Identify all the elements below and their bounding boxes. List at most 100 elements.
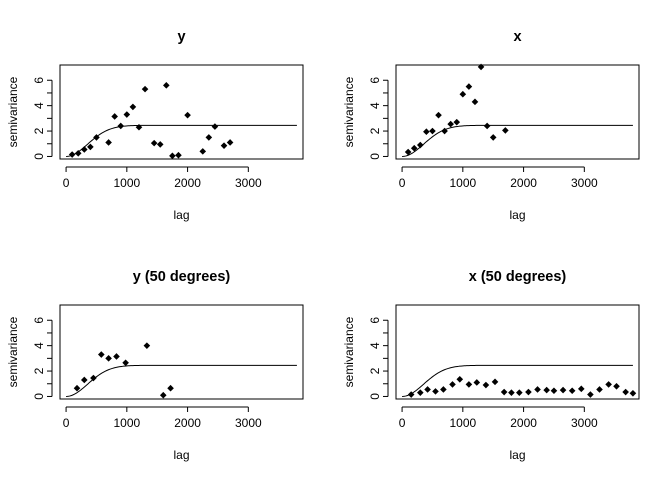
plot-frame: [59, 64, 304, 160]
data-point: [605, 381, 612, 388]
data-point: [211, 123, 219, 130]
x-tick-label: 1000: [449, 416, 476, 430]
data-point: [568, 387, 576, 395]
x-tick-label: 3000: [571, 176, 598, 190]
y-tick-label: 0: [368, 393, 382, 400]
data-point: [577, 385, 585, 393]
data-point: [90, 374, 97, 382]
x-axis-label: lag: [173, 208, 189, 222]
data-point: [417, 141, 424, 149]
data-point: [482, 381, 490, 389]
y-tick-label: 2: [32, 367, 46, 374]
data-point: [502, 127, 509, 134]
x-tick-label: 2000: [174, 416, 201, 430]
data-point: [68, 151, 76, 158]
data-point: [465, 83, 473, 90]
data-point: [483, 122, 491, 130]
data-point: [465, 381, 473, 388]
data-point: [525, 388, 532, 396]
data-point: [167, 384, 174, 392]
data-point: [105, 139, 112, 146]
data-point: [473, 379, 481, 386]
data-point: [226, 139, 234, 146]
data-point: [404, 148, 412, 156]
model-curve: [402, 364, 633, 397]
x-tick-label: 0: [399, 176, 406, 190]
data-point: [456, 376, 464, 383]
data-point: [417, 389, 424, 396]
plot-frame: [59, 304, 304, 400]
y-tick-label: 6: [368, 317, 382, 324]
y-tick-label: 0: [368, 153, 382, 160]
data-point: [477, 63, 485, 71]
data-point: [123, 111, 131, 118]
y-axis-label: semivariance: [342, 76, 356, 147]
data-point: [543, 386, 550, 394]
data-point: [613, 382, 620, 390]
data-point: [596, 386, 603, 393]
data-point: [622, 388, 629, 396]
data-point: [74, 149, 82, 157]
chart-panel-2: x 0 1000 2000 3000 0 2 4 6 lag semivariance: [342, 29, 640, 222]
data-point: [559, 386, 567, 394]
chart-panel-3: y (50 degrees) 0 1000 2000 3000 0 2 4 6 lag semiva…: [6, 269, 304, 462]
chart-title: x: [513, 29, 521, 45]
data-point: [550, 387, 558, 395]
data-point: [629, 389, 637, 397]
data-point: [73, 384, 81, 392]
data-point: [199, 148, 207, 155]
x-tick-label: 0: [63, 416, 70, 430]
x-tick-label: 3000: [235, 176, 262, 190]
y-tick-label: 6: [32, 77, 46, 84]
model-curve: [66, 124, 297, 157]
data-point: [432, 388, 439, 395]
data-point: [122, 359, 129, 367]
data-point: [205, 134, 213, 141]
chart-title: y (50 degrees): [133, 269, 231, 285]
data-point: [135, 123, 143, 131]
data-point: [441, 127, 448, 135]
y-tick-label: 4: [32, 342, 46, 349]
data-point: [163, 82, 170, 89]
x-tick-label: 0: [63, 176, 70, 190]
data-point: [184, 111, 191, 119]
data-point: [500, 388, 508, 396]
chart-panel-1: y 0 1000 2000 3000 0 2 4 6 lag semivariance: [6, 29, 304, 222]
chart-title: y: [177, 29, 185, 45]
x-tick-label: 2000: [510, 176, 537, 190]
y-tick-label: 6: [32, 317, 46, 324]
x-tick-label: 0: [399, 416, 406, 430]
data-point: [435, 111, 442, 119]
data-point: [175, 151, 182, 159]
data-point: [98, 351, 105, 358]
data-point: [491, 378, 499, 386]
data-point: [489, 134, 497, 141]
data-point: [141, 85, 149, 93]
x-tick-label: 1000: [113, 176, 140, 190]
y-tick-label: 0: [32, 153, 46, 160]
model-curve: [402, 124, 633, 157]
data-point: [87, 143, 94, 151]
y-tick-label: 2: [368, 127, 382, 134]
data-point: [410, 144, 418, 152]
x-tick-label: 2000: [510, 416, 537, 430]
x-tick-label: 1000: [449, 176, 476, 190]
x-tick-label: 3000: [235, 416, 262, 430]
data-point: [424, 386, 431, 393]
data-point: [459, 90, 467, 98]
data-point: [81, 146, 88, 153]
data-point: [81, 376, 88, 384]
data-point: [113, 353, 120, 360]
model-curve: [66, 364, 297, 397]
data-point: [105, 355, 112, 362]
data-point: [453, 118, 461, 126]
data-point: [93, 134, 100, 141]
x-axis-label: lag: [509, 448, 525, 462]
y-tick-label: 2: [368, 367, 382, 374]
data-point: [447, 120, 454, 128]
data-point: [587, 391, 594, 398]
x-tick-label: 3000: [571, 416, 598, 430]
data-point: [407, 391, 415, 398]
data-point: [471, 98, 479, 106]
